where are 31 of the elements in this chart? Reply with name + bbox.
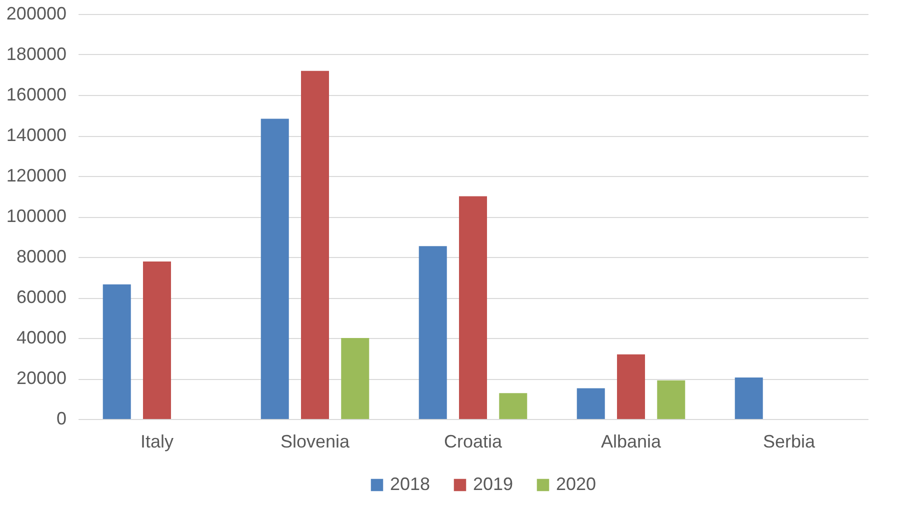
bar [499,393,528,419]
y-tick-label: 60000 [16,287,66,307]
x-tick-label: Slovenia [280,432,351,452]
legend-label: 2019 [473,474,514,494]
y-tick-label: 80000 [16,246,66,266]
bar [102,284,131,419]
y-tick-label: 200000 [6,4,66,24]
bar [418,246,447,419]
y-tick-label: 140000 [6,125,66,145]
x-tick-label: Albania [600,432,662,452]
y-tick-label: 100000 [6,206,66,226]
bar [459,196,487,419]
bar [657,380,686,419]
y-tick-label: 180000 [6,44,66,64]
legend-label: 2018 [390,474,430,494]
bar [301,70,329,419]
legend-label: 2020 [556,474,596,494]
bar [143,261,171,419]
y-tick-label: 0 [56,408,66,428]
bar [617,354,645,419]
x-tick-label: Italy [140,432,174,452]
bar [260,118,289,419]
y-tick-label: 20000 [16,368,66,388]
y-tick-label: 120000 [6,166,66,186]
bar [734,377,763,419]
bar [341,338,370,419]
bar [576,388,605,419]
x-tick-label: Serbia [762,432,816,452]
y-tick-label: 160000 [6,84,66,104]
x-tick-label: Croatia [444,432,503,452]
y-tick-label: 40000 [16,328,66,348]
